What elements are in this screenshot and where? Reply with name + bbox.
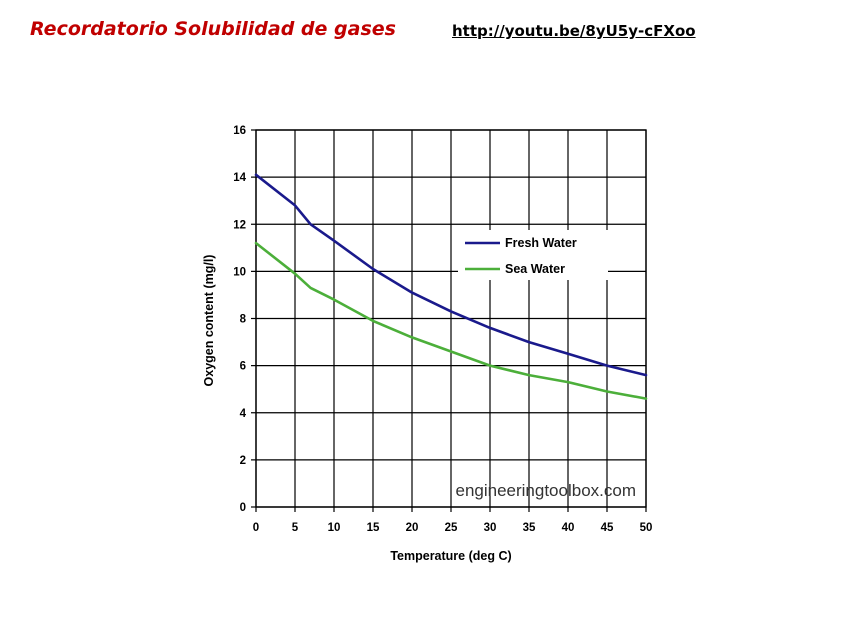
x-tick-label: 0 xyxy=(253,522,259,534)
watermark-text: engineeringtoolbox.com xyxy=(455,481,636,500)
x-tick-label: 25 xyxy=(445,522,458,534)
legend-background xyxy=(458,230,608,280)
series-line-sea-water xyxy=(254,241,648,400)
x-tick-label: 20 xyxy=(406,522,419,534)
x-tick-label: 50 xyxy=(640,522,653,534)
y-tick-label: 10 xyxy=(233,266,246,278)
series-line-fresh-water xyxy=(254,173,648,377)
y-axis-label: Oxygen content (mg/l) xyxy=(202,255,216,387)
y-tick-label: 4 xyxy=(240,408,247,420)
x-axis-label: Temperature (deg C) xyxy=(390,549,511,563)
x-tick-labels: 0 5 10 15 20 25 30 35 40 45 50 xyxy=(253,522,653,534)
slide-title: Recordatorio Solubilidad de gases xyxy=(30,18,396,40)
y-tick-label: 2 xyxy=(240,455,246,467)
y-tick-label: 6 xyxy=(240,361,246,373)
chart-legend: Fresh Water Sea Water xyxy=(458,230,608,280)
x-tick-label: 15 xyxy=(367,522,380,534)
chart-grid xyxy=(255,129,647,508)
y-tick-labels: 0 2 4 6 8 10 12 14 16 xyxy=(233,125,246,514)
x-tick-label: 40 xyxy=(562,522,575,534)
x-tick-label: 5 xyxy=(292,522,299,534)
y-tick-label: 0 xyxy=(240,502,246,514)
x-tick-label: 45 xyxy=(601,522,614,534)
y-tick-label: 16 xyxy=(233,125,246,137)
y-tick-label: 12 xyxy=(233,219,246,231)
y-tick-label: 14 xyxy=(233,172,246,184)
chart-series xyxy=(254,173,648,400)
x-tick-label: 30 xyxy=(484,522,497,534)
video-link[interactable]: http://youtu.be/8yU5y-cFXoo xyxy=(452,22,696,40)
y-tick-label: 8 xyxy=(240,314,247,326)
legend-label-sea-water: Sea Water xyxy=(505,262,565,276)
plot-frame xyxy=(251,129,647,512)
x-tick-label: 35 xyxy=(523,522,536,534)
legend-label-fresh-water: Fresh Water xyxy=(505,236,577,250)
x-tick-label: 10 xyxy=(328,522,341,534)
